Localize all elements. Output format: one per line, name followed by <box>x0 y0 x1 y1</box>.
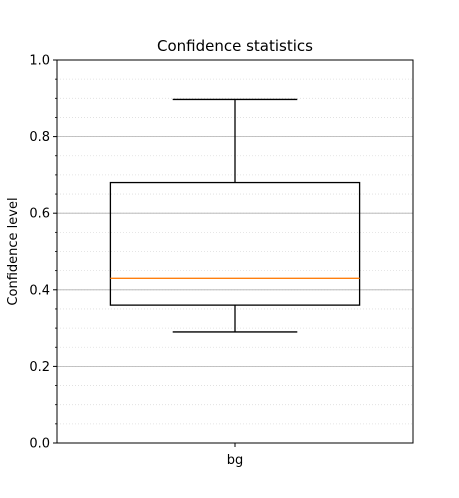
y-tick-label: 0.4 <box>29 283 50 298</box>
chart-title: Confidence statistics <box>157 37 313 55</box>
box-group <box>109 98 361 333</box>
major-grid <box>57 136 413 367</box>
x-axis-ticks: bg <box>227 443 244 468</box>
box-bg <box>109 98 361 333</box>
y-tick-label: 0.8 <box>29 130 50 145</box>
y-axis-label: Confidence level <box>6 197 21 305</box>
y-tick-label: 1.0 <box>29 54 50 69</box>
y-tick-label: 0.6 <box>29 207 50 222</box>
box-iqr <box>109 181 361 306</box>
x-tick-label: bg <box>227 453 244 468</box>
y-tick-label: 0.0 <box>29 437 50 452</box>
y-tick-label: 0.2 <box>29 360 50 375</box>
y-axis-ticks: 0.0 0.2 0.4 0.6 0.8 1.0 <box>29 54 57 452</box>
